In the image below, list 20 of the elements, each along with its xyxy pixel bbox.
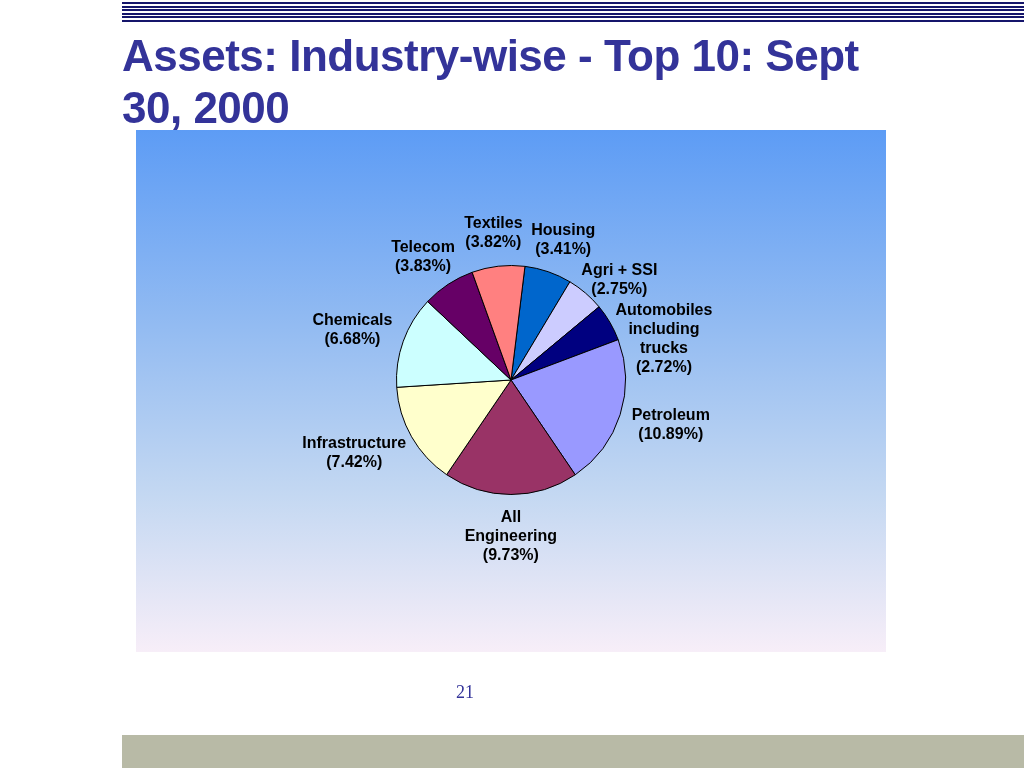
slice-label: All Engineering [464, 508, 558, 545]
slice-label: Textiles [464, 214, 523, 232]
chart-title: Assets: Industry-wise - Top 10: Sept 30, 2000 [122, 30, 860, 134]
data-label: (9.73%) [482, 546, 539, 564]
data-label: (6.68%) [324, 329, 381, 347]
data-label: (3.83%) [394, 256, 452, 274]
data-label: (3.41%) [535, 240, 592, 258]
slice-label: Housing [531, 221, 596, 239]
text: 21 [455, 682, 475, 703]
slice-label: Agri + SSI [581, 261, 658, 279]
slice-label: Chemicals [312, 310, 393, 328]
data-label: (7.42%) [326, 453, 383, 471]
slice-label: Petroleum [631, 405, 710, 423]
data-label: (3.82%) [465, 233, 522, 251]
data-label: (2.72%) [635, 358, 692, 376]
slice-label: Automobiles including trucks [615, 301, 713, 357]
data-label: (10.89%) [638, 424, 704, 442]
data-label: (2.75%) [591, 280, 648, 298]
slice-label: Telecom [391, 237, 455, 255]
slice-label: Infrastructure [302, 434, 407, 452]
